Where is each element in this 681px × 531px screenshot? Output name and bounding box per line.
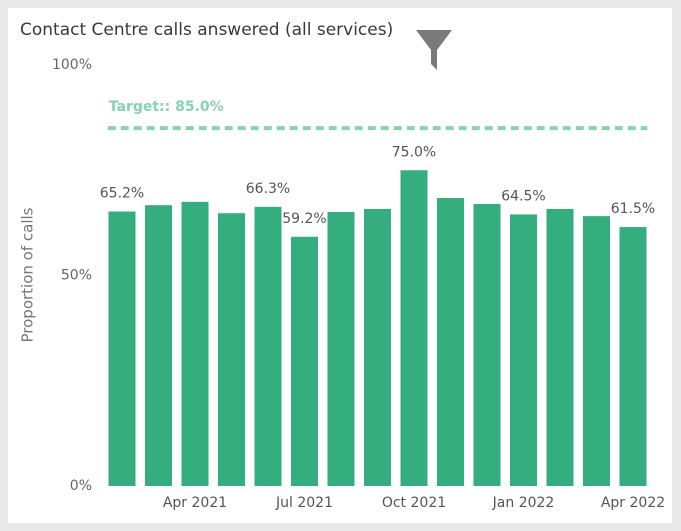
y-tick-label: 100% [52,57,92,73]
filter-icon[interactable] [416,30,452,70]
bar [181,201,209,486]
y-tick-label: 0% [70,478,92,494]
bar [583,216,610,486]
data-label: 61.5% [611,201,655,217]
data-label: 59.2% [282,211,326,227]
x-tick-label: Oct 2021 [382,495,446,511]
data-label: 64.5% [501,188,545,204]
y-tick-label: 50% [61,268,92,284]
bar [218,213,245,486]
data-label: 66.3% [246,181,290,197]
x-tick-label: Jul 2021 [275,495,333,511]
data-label: 75.0% [392,144,436,160]
bar [619,227,647,486]
bar [108,211,136,486]
x-tick-label: Jan 2022 [492,495,555,511]
bar [254,206,282,486]
bar [473,203,501,486]
y-axis-label: Proportion of calls [19,207,37,342]
data-label: 65.2% [100,186,144,202]
target-label: Target:: 85.0% [109,99,224,115]
x-tick-label: Apr 2022 [601,495,665,511]
bar [327,211,355,486]
chart-title: Contact Centre calls answered (all servi… [20,20,393,40]
bar [145,205,172,486]
bar [546,208,574,486]
bar [400,170,428,486]
bar [291,236,318,486]
bar [364,208,391,486]
bar [510,214,537,486]
x-tick-label: Apr 2021 [163,495,227,511]
bar [437,198,464,486]
